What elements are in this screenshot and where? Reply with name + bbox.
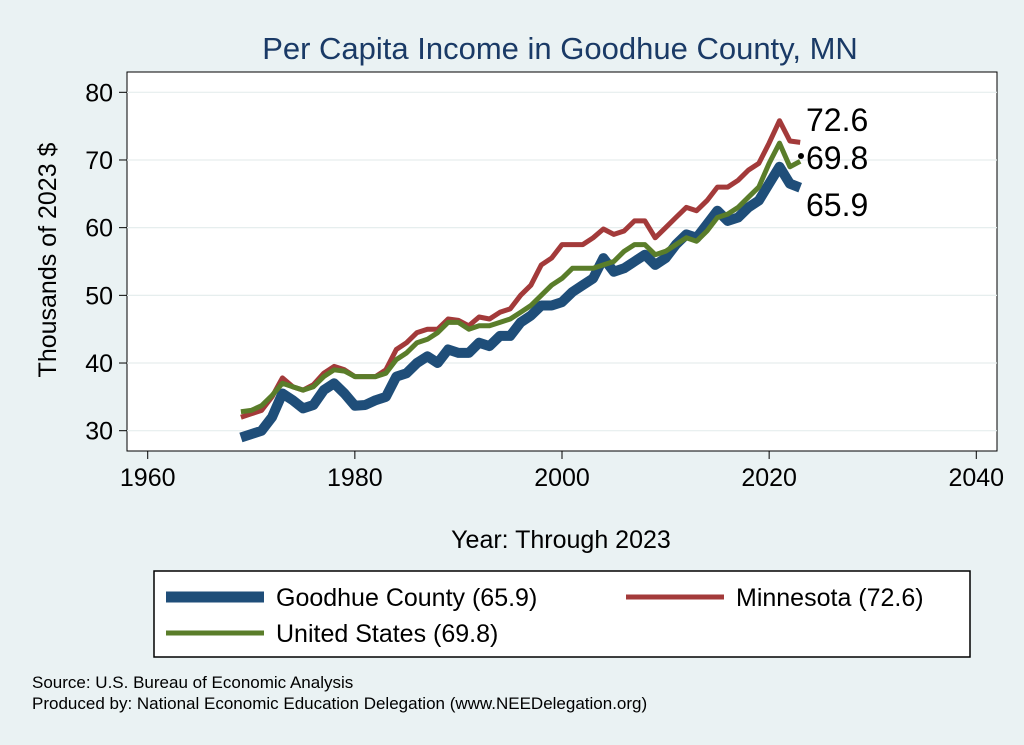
source-line-2: Produced by: National Economic Education… [32, 694, 647, 713]
x-tick-label: 2020 [741, 464, 797, 492]
source-line-1: Source: U.S. Bureau of Economic Analysis [32, 673, 353, 692]
x-tick-label: 1980 [327, 464, 383, 492]
y-tick-label: 50 [85, 282, 113, 310]
x-tick-label: 1960 [120, 464, 176, 492]
y-tick-label: 30 [85, 418, 113, 446]
grid [127, 91, 997, 432]
x-tick-label: 2040 [948, 464, 1004, 492]
plot-area [126, 71, 998, 452]
end-label-minnesota: 72.6 [806, 102, 868, 138]
series-minnesota [240, 118, 801, 420]
x-tick-label: 2000 [534, 464, 590, 492]
series-united-states [240, 140, 802, 415]
y-tick-label: 60 [85, 215, 113, 243]
legend-label-goodhue: Goodhue County (65.9) [276, 584, 537, 612]
legend: Goodhue County (65.9) Minnesota (72.6) U… [153, 570, 971, 658]
x-axis: 1960 1980 2000 2020 2040 [120, 451, 1004, 492]
chart-title: Per Capita Income in Goodhue County, MN [262, 31, 858, 66]
legend-label-united-states: United States (69.8) [276, 620, 498, 648]
series-goodhue-county [239, 161, 803, 443]
y-axis: 30 40 50 60 70 80 [85, 79, 127, 446]
y-tick-label: 40 [85, 350, 113, 378]
y-tick-label: 80 [85, 79, 113, 107]
end-label-united-states: 69.8 [806, 140, 868, 176]
y-tick-label: 70 [85, 147, 113, 175]
end-label-goodhue: 65.9 [806, 187, 868, 223]
us-end-marker [798, 153, 804, 159]
series-lines [239, 118, 803, 443]
legend-label-minnesota: Minnesota (72.6) [736, 584, 924, 612]
y-axis-label: Thousands of 2023 $ [34, 142, 62, 377]
legend-box [153, 570, 971, 658]
x-axis-label: Year: Through 2023 [451, 526, 671, 554]
